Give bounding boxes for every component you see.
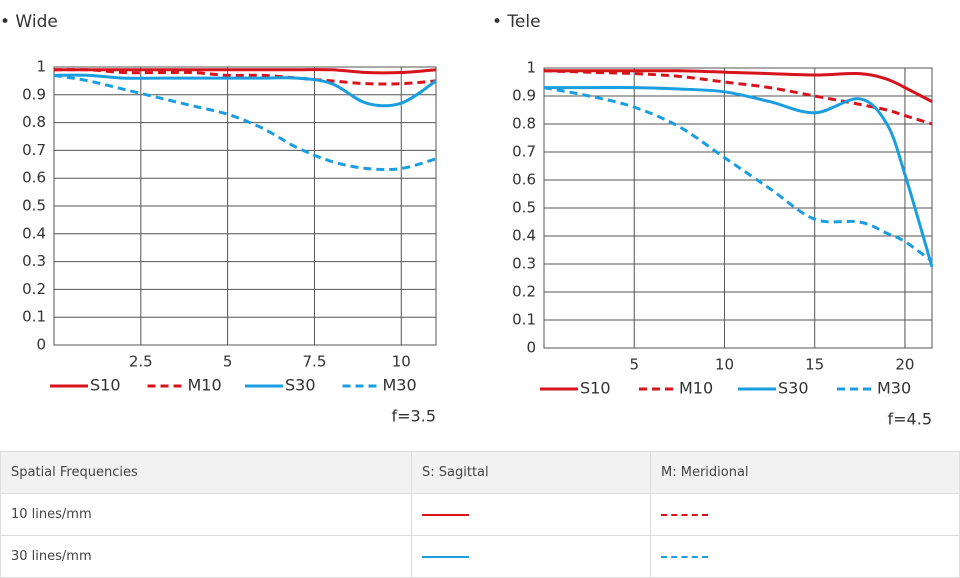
y-tick-label: 0.5 [22,197,46,215]
y-tick-label: 0.9 [512,87,536,105]
table-header: Spatial Frequencies S: Sagittal M: Merid… [0,451,960,494]
series-line [53,68,437,86]
y-tick-label: 0 [526,339,536,357]
y-tick-label: 0.7 [512,143,536,161]
y-tick-label: 0.9 [22,85,46,103]
sample-cell [411,493,651,536]
chart-title: • Tele [492,12,541,32]
series-line [543,69,933,103]
series-line [544,85,934,268]
row-label: 30 lines/mm [0,535,412,578]
y-tick-label: 0.5 [512,199,536,217]
y-tick-label: 0.4 [512,227,536,245]
legend-label: S10 [580,379,611,398]
line-sample [661,555,708,558]
line-sample [422,555,469,558]
legend-label: S10 [90,376,121,395]
x-tick-label: 10 [392,353,411,371]
chart-title: • Wide [0,12,58,32]
y-tick-label: 0.4 [22,224,46,242]
y-tick-label: 0 [36,336,46,354]
x-tick-label: 15 [805,356,824,374]
legend-table: Spatial Frequencies S: Sagittal M: Merid… [0,451,960,578]
series-line [543,69,933,126]
annotation: f=4.5 [888,410,932,429]
y-tick-label: 0.8 [512,115,536,133]
series-line [53,73,437,172]
legend-label: M10 [679,379,713,398]
series-line [543,86,933,263]
line-sample [422,513,469,516]
line-sample [661,513,708,516]
table-row: 30 lines/mm [0,535,960,578]
annotation: f=3.5 [392,407,436,426]
x-tick-label: 2.5 [129,353,153,371]
sample-cell [411,535,651,578]
y-tick-label: 0.3 [512,255,536,273]
legend-label: M30 [877,379,911,398]
sample-cell [650,493,960,536]
x-tick-label: 20 [895,356,914,374]
y-tick-label: 0.8 [22,113,46,131]
table-row: 10 lines/mm [0,493,960,536]
header-cell: M: Meridional [650,451,960,494]
x-tick-label: 5 [223,353,233,371]
x-tick-label: 7.5 [303,353,327,371]
series-line [53,73,437,108]
y-tick-label: 0.1 [512,311,536,329]
row-label: 10 lines/mm [0,493,412,536]
x-tick-label: 10 [715,356,734,374]
y-tick-label: 0.2 [22,280,46,298]
header-cell: S: Sagittal [411,451,651,494]
legend-label: M10 [188,376,222,395]
y-tick-label: 0.3 [22,252,46,270]
series-line [54,68,437,75]
y-tick-label: 0.2 [512,283,536,301]
legend-label: S30 [285,376,316,395]
y-tick-label: 0.6 [512,171,536,189]
header-cell: Spatial Frequencies [0,451,412,494]
y-tick-label: 0.1 [22,308,46,326]
y-tick-label: 1 [36,58,46,76]
x-tick-label: 5 [629,356,639,374]
y-tick-label: 0.6 [22,169,46,187]
legend-label: M30 [383,376,417,395]
y-tick-label: 1 [526,59,536,77]
charts: • Wide 0 0.1 0.2 0.3 0.4 0.5 0.6 0.7 0.8 0.9 1 2.5 5 7… [0,12,934,429]
y-tick-label: 0.7 [22,141,46,159]
legend-label: S30 [778,379,809,398]
sample-cell [650,535,960,578]
